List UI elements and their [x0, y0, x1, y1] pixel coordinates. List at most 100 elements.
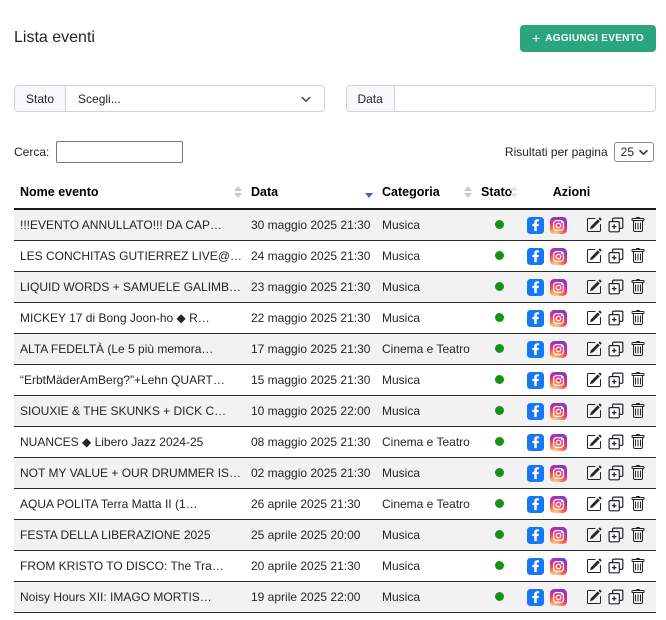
delete-icon[interactable]	[630, 496, 646, 512]
date-filter-input[interactable]	[394, 86, 655, 111]
delete-icon[interactable]	[630, 372, 646, 388]
edit-icon[interactable]	[586, 589, 602, 605]
table-row: NUANCES ◆ Libero Jazz 2024-25 08 maggio …	[14, 426, 656, 458]
instagram-icon[interactable]	[550, 340, 567, 358]
facebook-icon[interactable]	[527, 588, 544, 606]
column-header-date[interactable]: Data	[245, 176, 376, 210]
edit-icon[interactable]	[586, 341, 602, 357]
event-name-cell: FROM KRISTO TO DISCO: The Tra…	[14, 550, 245, 582]
edit-icon[interactable]	[586, 372, 602, 388]
facebook-icon[interactable]	[527, 340, 544, 358]
event-date-cell: 17 maggio 2025 21:30	[245, 333, 376, 365]
duplicate-icon[interactable]	[608, 372, 624, 388]
delete-icon[interactable]	[630, 217, 646, 233]
status-active-dot	[495, 561, 504, 570]
event-date-cell: 08 maggio 2025 21:30	[245, 426, 376, 458]
per-page-select[interactable]: 25	[613, 142, 654, 162]
delete-icon[interactable]	[630, 527, 646, 543]
delete-icon[interactable]	[630, 341, 646, 357]
facebook-icon[interactable]	[527, 495, 544, 513]
table-row: MICKEY 17 di Bong Joon-ho ◆ R… 22 maggio…	[14, 302, 656, 334]
facebook-icon[interactable]	[527, 216, 544, 234]
instagram-icon[interactable]	[550, 433, 567, 451]
duplicate-icon[interactable]	[608, 527, 624, 543]
edit-icon[interactable]	[586, 527, 602, 543]
duplicate-icon[interactable]	[608, 434, 624, 450]
event-date-cell: 10 maggio 2025 22:00	[245, 395, 376, 427]
delete-icon[interactable]	[630, 558, 646, 574]
duplicate-icon[interactable]	[608, 279, 624, 295]
edit-icon[interactable]	[586, 310, 602, 326]
facebook-icon[interactable]	[527, 526, 544, 544]
duplicate-icon[interactable]	[608, 403, 624, 419]
duplicate-icon[interactable]	[608, 465, 624, 481]
facebook-icon[interactable]	[527, 557, 544, 575]
table-row: SIOUXIE & THE SKUNKS + DICK C… 10 maggio…	[14, 395, 656, 427]
duplicate-icon[interactable]	[608, 248, 624, 264]
edit-icon[interactable]	[586, 558, 602, 574]
instagram-icon[interactable]	[550, 588, 567, 606]
delete-icon[interactable]	[630, 589, 646, 605]
event-category-cell: Musica	[376, 581, 475, 613]
event-actions-cell	[521, 333, 656, 365]
add-event-button[interactable]: + AGGIUNGI EVENTO	[520, 24, 656, 52]
edit-icon[interactable]	[586, 279, 602, 295]
duplicate-icon[interactable]	[608, 558, 624, 574]
facebook-icon[interactable]	[527, 402, 544, 420]
status-filter-select[interactable]: Scegli...	[66, 86, 323, 111]
table-row: FESTA DELLA LIBERAZIONE 2025 25 aprile 2…	[14, 519, 656, 551]
instagram-icon[interactable]	[550, 526, 567, 544]
event-actions-cell	[521, 271, 656, 303]
delete-icon[interactable]	[630, 279, 646, 295]
edit-icon[interactable]	[586, 496, 602, 512]
instagram-icon[interactable]	[550, 278, 567, 296]
delete-icon[interactable]	[630, 403, 646, 419]
instagram-icon[interactable]	[550, 557, 567, 575]
column-header-name[interactable]: Nome evento	[14, 176, 245, 210]
edit-icon[interactable]	[586, 465, 602, 481]
table-row: Noisy Hours XII: IMAGO MORTIS… 19 aprile…	[14, 581, 656, 613]
duplicate-icon[interactable]	[608, 496, 624, 512]
instagram-icon[interactable]	[550, 464, 567, 482]
event-name-cell: NUANCES ◆ Libero Jazz 2024-25	[14, 426, 245, 458]
instagram-icon[interactable]	[550, 402, 567, 420]
instagram-icon[interactable]	[550, 495, 567, 513]
duplicate-icon[interactable]	[608, 589, 624, 605]
delete-icon[interactable]	[630, 248, 646, 264]
event-date-cell: 26 aprile 2025 21:30	[245, 488, 376, 520]
duplicate-icon[interactable]	[608, 310, 624, 326]
table-row: “ErbtMäderAmBerg?”+Lehn QUART… 15 maggio…	[14, 364, 656, 396]
edit-icon[interactable]	[586, 434, 602, 450]
status-active-dot	[495, 592, 504, 601]
event-actions-cell	[521, 395, 656, 427]
edit-icon[interactable]	[586, 217, 602, 233]
facebook-icon[interactable]	[527, 247, 544, 265]
status-active-dot	[495, 468, 504, 477]
event-actions-cell	[521, 209, 656, 241]
facebook-icon[interactable]	[527, 371, 544, 389]
duplicate-icon[interactable]	[608, 217, 624, 233]
event-status-cell	[475, 364, 521, 396]
event-name-cell: “ErbtMäderAmBerg?”+Lehn QUART…	[14, 364, 245, 396]
instagram-icon[interactable]	[550, 216, 567, 234]
duplicate-icon[interactable]	[608, 341, 624, 357]
add-event-button-label: AGGIUNGI EVENTO	[545, 32, 644, 44]
column-header-category[interactable]: Categoria	[376, 176, 475, 210]
facebook-icon[interactable]	[527, 464, 544, 482]
delete-icon[interactable]	[630, 465, 646, 481]
search-input[interactable]	[56, 141, 184, 163]
status-active-dot	[495, 251, 504, 260]
facebook-icon[interactable]	[527, 309, 544, 327]
delete-icon[interactable]	[630, 434, 646, 450]
column-header-status[interactable]: Stato	[475, 176, 521, 210]
delete-icon[interactable]	[630, 310, 646, 326]
event-status-cell	[475, 488, 521, 520]
event-category-cell: Musica	[376, 271, 475, 303]
edit-icon[interactable]	[586, 403, 602, 419]
instagram-icon[interactable]	[550, 247, 567, 265]
facebook-icon[interactable]	[527, 278, 544, 296]
instagram-icon[interactable]	[550, 309, 567, 327]
instagram-icon[interactable]	[550, 371, 567, 389]
facebook-icon[interactable]	[527, 433, 544, 451]
edit-icon[interactable]	[586, 248, 602, 264]
